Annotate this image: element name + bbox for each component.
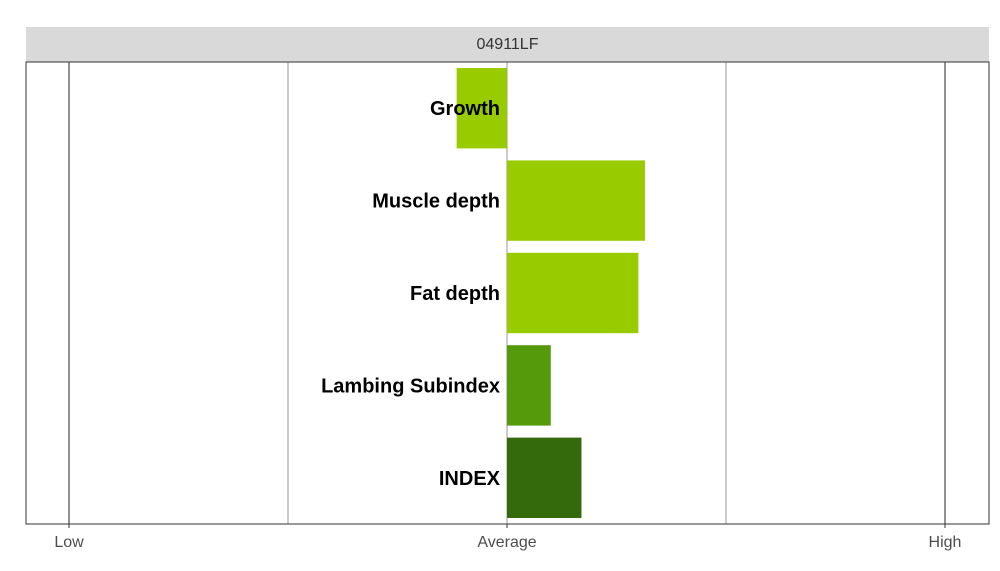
panel-border <box>25 61 990 525</box>
x-tick-label: Low <box>54 534 84 551</box>
panel-strip-title: 04911LF <box>476 35 539 53</box>
category-label: Lambing Subindex <box>321 375 500 397</box>
category-label: Muscle depth <box>372 191 500 213</box>
category-label: INDEX <box>439 468 501 490</box>
x-tick-label: Average <box>477 534 536 551</box>
category-label: Growth <box>430 98 500 120</box>
bar-muscle-depth <box>507 160 645 241</box>
bar-index <box>507 437 582 518</box>
panel-strip: 04911LF <box>26 27 989 62</box>
category-label: Fat depth <box>410 283 500 305</box>
bar-growth <box>456 68 507 149</box>
x-tick-label: High <box>929 534 962 551</box>
bar-fat-depth <box>507 252 639 334</box>
bar-lambing-subindex <box>507 345 551 426</box>
